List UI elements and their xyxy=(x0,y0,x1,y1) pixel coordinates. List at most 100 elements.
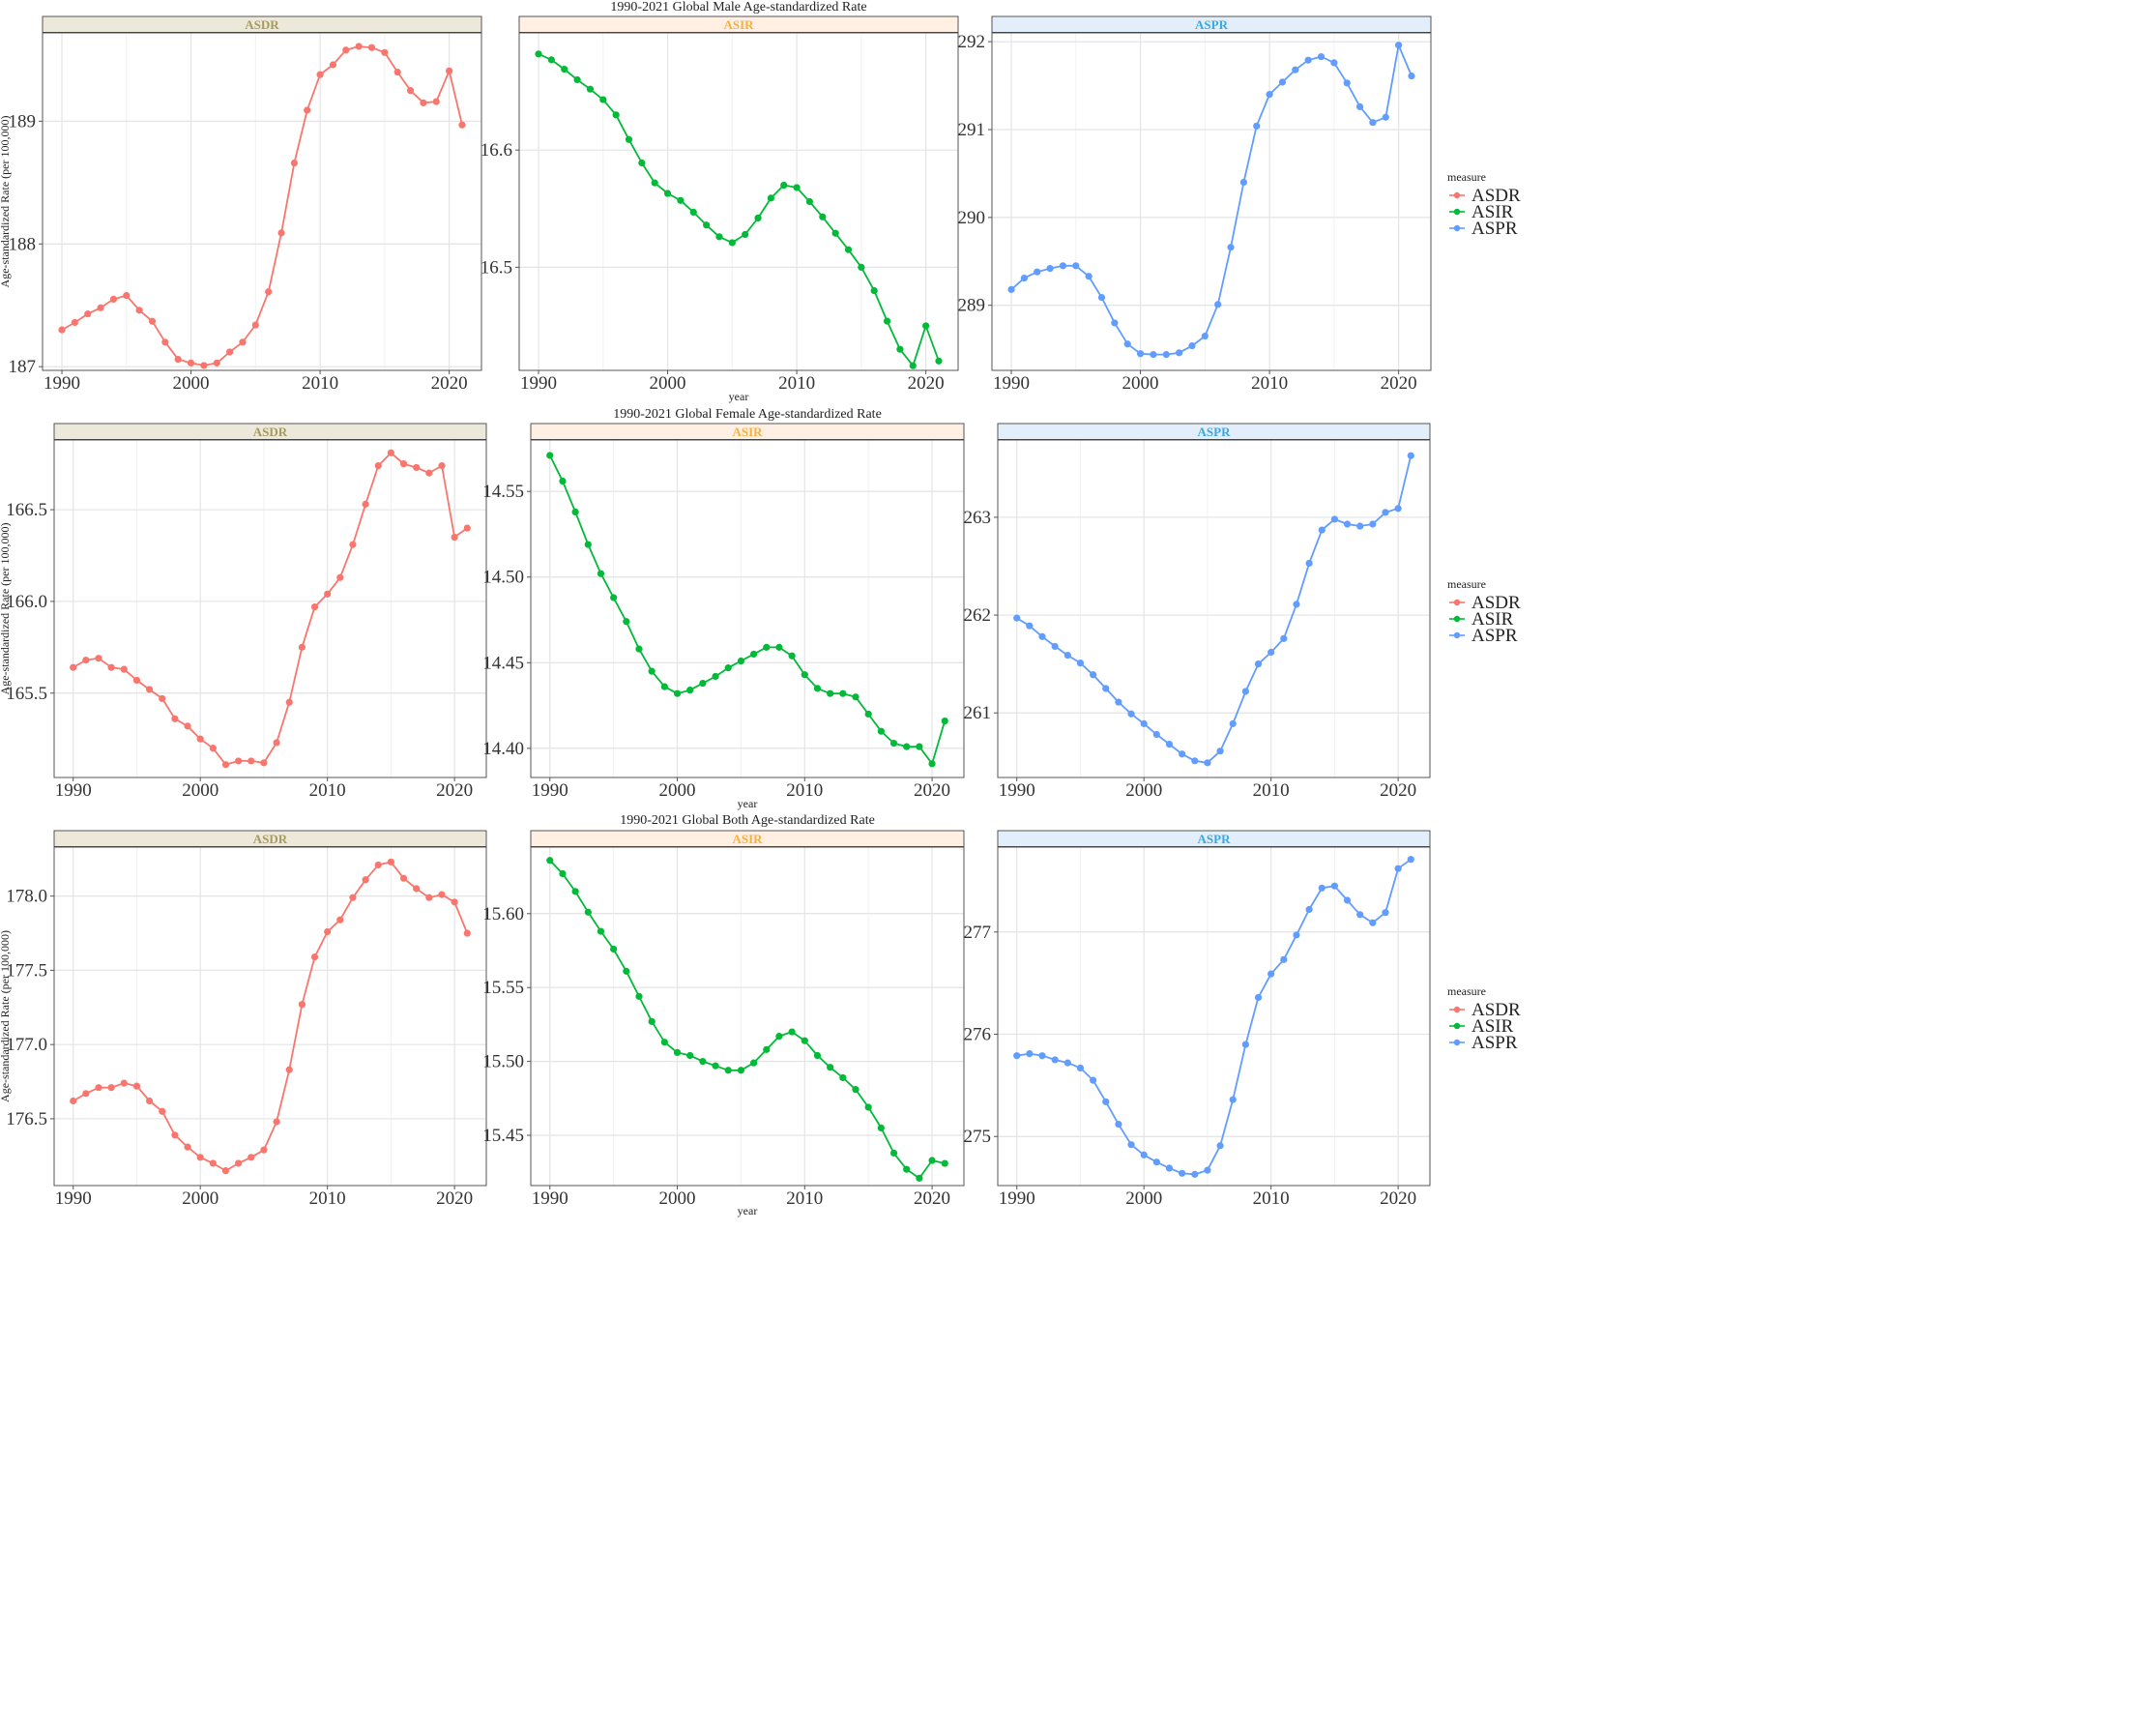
data-point xyxy=(673,689,682,697)
data-point xyxy=(1318,884,1326,892)
y-tick-label: 16.6 xyxy=(481,140,512,161)
data-point xyxy=(1102,1098,1110,1105)
data-point xyxy=(1304,56,1312,64)
data-point xyxy=(1085,273,1093,280)
data-point xyxy=(159,1107,166,1115)
data-point xyxy=(221,761,230,769)
data-point xyxy=(546,857,554,865)
data-point xyxy=(909,362,917,369)
data-point xyxy=(1305,905,1313,914)
data-point xyxy=(1026,622,1034,630)
y-tick-label: 14.50 xyxy=(482,568,524,588)
axes: 1990 2000 2010 2020 15.45 15.50 15.55 15.60 xyxy=(482,904,950,1209)
legend-key-point xyxy=(1453,191,1461,199)
data-point xyxy=(610,945,618,953)
data-point xyxy=(1241,1041,1249,1048)
facet-strip-label: ASDR xyxy=(253,425,288,439)
data-point xyxy=(171,715,179,722)
facet-strip-label: ASPR xyxy=(1198,832,1232,846)
y-tick-label: 187 xyxy=(9,357,37,377)
legend-label-asir: ASIR xyxy=(1471,1016,1514,1037)
series-line-asir xyxy=(548,454,947,765)
x-tick-label: 2020 xyxy=(914,780,950,801)
data-point xyxy=(1123,340,1131,348)
data-point xyxy=(1051,1056,1059,1064)
data-point xyxy=(763,1045,771,1053)
data-point xyxy=(599,96,607,103)
x-tick-label: 2020 xyxy=(908,373,945,394)
data-point xyxy=(298,643,306,651)
data-point xyxy=(336,573,344,581)
x-tick-label: 1990 xyxy=(532,780,568,801)
x-tick-label: 2010 xyxy=(1251,373,1288,394)
data-point xyxy=(1356,522,1364,530)
data-point xyxy=(273,1118,280,1126)
legend-key-point xyxy=(1453,208,1461,216)
panel-background xyxy=(998,440,1430,777)
data-point xyxy=(775,643,783,651)
data-point xyxy=(97,304,104,311)
data-point xyxy=(767,194,774,202)
facet-strip-label: ASIR xyxy=(732,832,763,846)
x-tick-label: 2020 xyxy=(1380,780,1416,801)
data-point xyxy=(196,1154,204,1161)
data-point xyxy=(1317,52,1326,61)
panel-background xyxy=(519,33,958,370)
data-point xyxy=(1278,78,1287,86)
data-point xyxy=(285,1066,293,1073)
series-points xyxy=(70,858,471,1175)
data-point xyxy=(209,745,217,752)
legend-label-asdr: ASDR xyxy=(1471,1000,1521,1020)
data-point xyxy=(780,181,788,190)
x-tick-label: 1990 xyxy=(999,1188,1035,1209)
x-tick-label: 2020 xyxy=(431,373,468,394)
x-tick-label: 2010 xyxy=(778,373,815,394)
data-point xyxy=(724,664,732,672)
panel-aspr: ASPR 1990 2000 2010 2020 275 276 277 xyxy=(964,830,1431,1209)
data-point xyxy=(1046,264,1054,273)
data-point xyxy=(831,229,839,237)
data-point xyxy=(1330,882,1338,890)
data-point xyxy=(107,663,115,671)
data-point xyxy=(561,65,568,73)
legend-key-point xyxy=(1453,1006,1461,1013)
axes: 1990 2000 2010 2020 275 276 277 xyxy=(964,923,1417,1209)
x-tick-label: 2010 xyxy=(302,373,338,394)
data-point xyxy=(1038,632,1046,640)
data-point xyxy=(610,594,618,601)
series-points xyxy=(535,50,943,369)
axes: 1990 2000 2010 2020 14.40 14.45 14.50 14.55 xyxy=(482,482,950,801)
data-point xyxy=(1179,1169,1186,1177)
data-point xyxy=(546,452,554,459)
data-point xyxy=(432,98,440,105)
data-point xyxy=(686,687,694,694)
data-point xyxy=(425,894,433,901)
panel-border xyxy=(991,32,1432,371)
data-point xyxy=(793,184,801,191)
data-point xyxy=(1408,72,1415,80)
y-tick-label: 165.5 xyxy=(6,684,47,704)
data-point xyxy=(381,48,389,56)
y-tick-label: 14.55 xyxy=(482,482,524,502)
legend-label-asdr: ASDR xyxy=(1471,593,1521,613)
row-2: 1990-2021 Global Both Age-standardized R… xyxy=(0,813,1521,1217)
data-point xyxy=(260,1146,268,1154)
data-point xyxy=(209,1159,217,1167)
row-1: 1990-2021 Global Female Age-standardized… xyxy=(0,407,1521,810)
data-point xyxy=(801,1037,808,1044)
y-tick-label: 263 xyxy=(964,508,992,528)
data-point xyxy=(559,869,567,878)
data-point xyxy=(349,894,357,901)
data-point xyxy=(663,190,672,197)
x-tick-label: 2020 xyxy=(1380,1188,1416,1209)
y-tick-label: 277 xyxy=(964,923,992,943)
y-tick-label: 189 xyxy=(9,111,37,132)
axes: 1990 2000 2010 2020 261 262 263 xyxy=(964,508,1417,801)
x-tick-label: 2020 xyxy=(436,1188,473,1209)
x-tick-label: 1990 xyxy=(532,1188,568,1209)
x-tick-label: 1990 xyxy=(999,780,1035,801)
data-point xyxy=(374,861,382,869)
data-point xyxy=(329,61,337,69)
data-point xyxy=(1059,262,1067,270)
